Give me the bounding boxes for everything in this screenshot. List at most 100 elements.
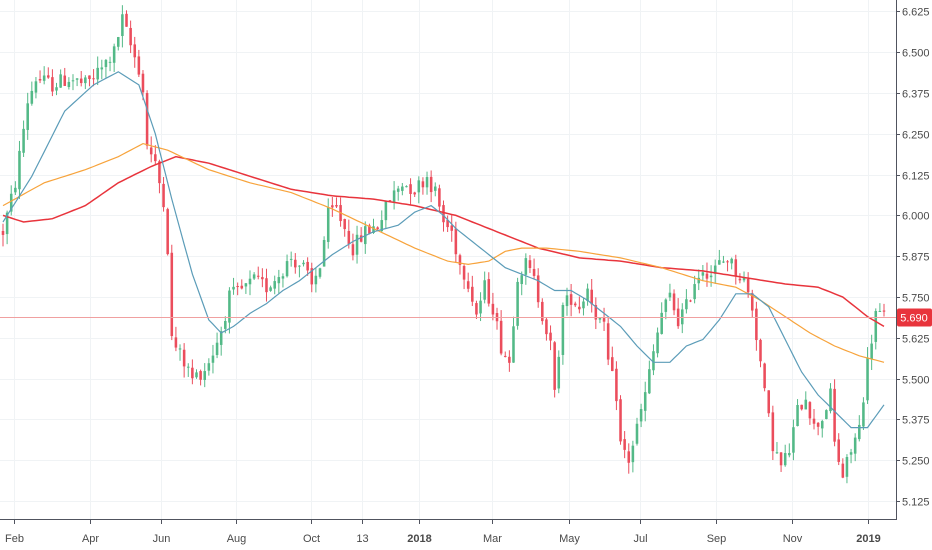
x-tick-label: 2019 [856,533,880,545]
x-tick-label: Apr [82,533,99,545]
candle-body-up [244,283,248,287]
candle-body-up [322,240,326,267]
candle-body-down [837,439,840,462]
candle-body-down [602,318,606,322]
candle-body-up [71,80,75,82]
candle-body-up [874,310,878,342]
price-axis[interactable]: 6.625 6.500 6.375 6.250 6.125 6.000 5.875 5.750… [896,7,930,509]
candle-body-down [672,293,676,311]
candle-body-up [186,366,190,368]
candle-body-up [116,37,120,47]
y-tick-label: 6.500 [902,48,930,60]
candle-body-up [512,326,515,363]
y-tick-label: 5.750 [902,293,930,305]
candle-body-up [796,404,799,427]
candle-body-down [199,371,202,380]
candle-body-up [586,288,589,302]
candle-body-down [388,200,392,202]
last-price-tag: 5.690 [897,308,932,327]
candle-body-up [561,305,565,355]
candle-body-up [792,427,795,453]
candle-body-up [680,309,684,325]
candle-body-up [285,261,289,277]
y-tick-label: 5.250 [902,456,930,468]
y-tick-label: 5.375 [902,415,930,427]
candle-body-down [454,228,458,255]
candle-body-up [318,268,322,277]
candle-body-up [75,78,79,80]
candle-body-up [565,295,569,307]
candle-body-down [442,205,445,223]
candle-body-up [22,128,25,153]
candle-body-up [648,369,651,394]
last-price-tag-label: 5.690 [900,313,928,325]
candle-body-down [429,176,433,193]
candle-body-down [458,255,462,265]
candle-body-down [763,363,766,389]
candle-body-down [347,230,351,244]
candle-body-down [438,188,441,207]
candle-body-down [294,259,297,268]
y-tick-label: 6.250 [902,130,930,142]
x-tick-label: Mar [483,533,502,545]
candle-body-up [483,280,486,300]
candle-body-up [372,226,375,234]
candle-body-up [713,265,717,274]
candle-body-down [841,463,845,478]
candle-body-down [137,56,141,75]
x-tick-label: May [559,533,580,545]
candle-body-down [590,289,593,305]
moving-average-fast-line [2,71,885,429]
candle-body-up [108,61,112,63]
candle-body-up [631,445,635,463]
candle-body-down [808,402,812,419]
candle-body-down [553,342,556,390]
candle-body-down [306,261,309,271]
candle-body-down [779,452,783,466]
candle-body-down [133,44,137,58]
candle-body-down [174,337,178,348]
candle-body-up [384,201,388,221]
candle-body-down [738,278,742,281]
x-tick-label: Jul [633,533,647,545]
candle-body-down [38,78,42,81]
candle-body-down [503,355,507,357]
candle-body-up [722,261,725,263]
candle-body-down [541,301,544,322]
candle-body-up [55,87,58,91]
candle-body-down [446,219,449,228]
plot-background [0,0,896,519]
candle-body-up [211,355,215,363]
candle-body-down [816,422,820,427]
candle-body-down [615,368,618,402]
candle-body-down [145,93,149,146]
candle-body-down [236,286,239,288]
candle-body-down [627,451,631,463]
time-axis[interactable]: Feb Apr Jun Aug Oct 13 2018 Mar May Jul Sep Nov 2019 [5,519,881,545]
candle-body-up [96,67,99,80]
candle-body-up [314,275,318,285]
candle-body-up [326,207,330,242]
candle-body-up [417,180,421,193]
candle-body-down [578,306,581,310]
candle-body-down [343,219,346,230]
grid-lines [0,0,896,519]
candle-body-up [178,348,182,350]
candle-body-up [405,186,408,188]
candle-body-down [149,147,153,155]
candle-body-up [685,299,688,310]
candle-body-up [582,301,585,309]
candle-body-down [261,277,264,280]
candle-body-down [569,294,573,305]
candle-body-down [619,399,622,442]
candle-body-up [281,276,285,279]
candle-body-up [524,258,528,275]
candle-body-up [639,409,643,422]
candle-body-up [660,312,663,334]
candle-body-up [112,46,116,63]
x-tick-label: Oct [303,533,320,545]
candle-body-down [125,13,128,27]
candle-body-up [84,77,87,84]
candle-body-up [9,193,13,212]
candle-body-down [726,261,729,263]
